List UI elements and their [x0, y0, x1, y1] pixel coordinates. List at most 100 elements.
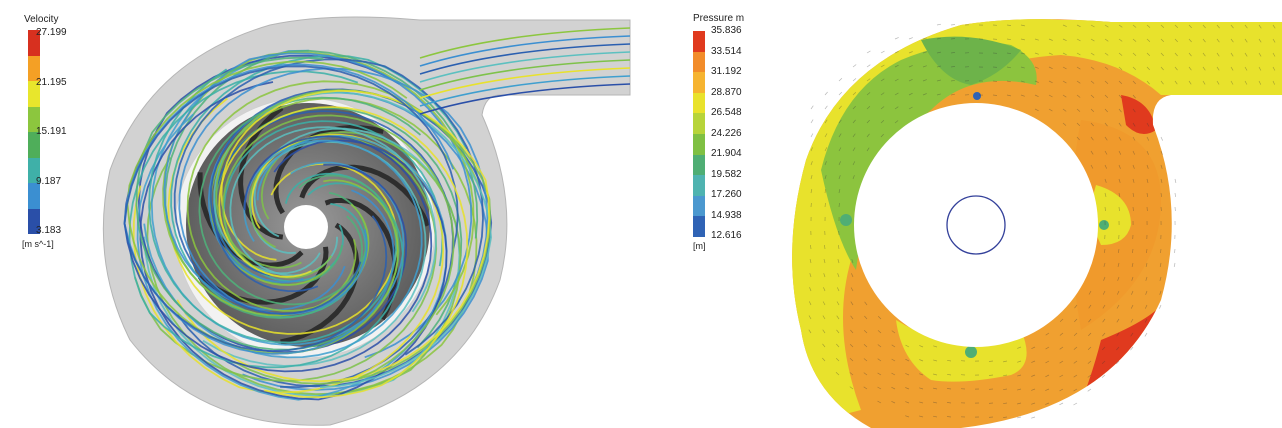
velocity-vector: [836, 329, 840, 334]
velocity-vector: [1132, 24, 1137, 28]
velocity-vector: [1117, 276, 1120, 281]
colorbar-tick-label: 21.195: [36, 76, 67, 88]
outlet-streamline: [419, 75, 631, 107]
velocity-vector: [1059, 332, 1064, 336]
velocity-vector: [936, 93, 941, 96]
velocity-vector: [1103, 276, 1106, 281]
colorbar-segment: [693, 31, 705, 52]
velocity-vector: [1034, 80, 1039, 83]
velocity-vector: [891, 344, 896, 348]
velocity-vector: [1104, 178, 1107, 183]
velocity-vector: [1145, 262, 1148, 267]
velocity-vector: [866, 147, 870, 152]
velocity-vector: [824, 244, 826, 250]
velocity-vector: [1045, 360, 1050, 364]
velocity-vector: [1087, 388, 1092, 392]
velocity-vector: [1146, 38, 1151, 42]
velocity-vector: [1116, 290, 1120, 295]
velocity-vector: [894, 120, 899, 124]
velocity-vector: [1216, 66, 1220, 71]
velocity-vector: [810, 175, 813, 180]
velocity-vector: [1017, 416, 1022, 419]
velocity-vector: [1118, 94, 1122, 99]
velocity-vector: [1230, 38, 1234, 43]
velocity-vector: [824, 147, 828, 152]
colorbar-tick-label: 17.260: [711, 189, 742, 200]
velocity-vector: [1076, 66, 1081, 70]
velocity-vector: [1132, 206, 1134, 212]
colorbar-segment: [28, 30, 40, 56]
velocity-vector: [824, 105, 828, 110]
velocity-vector: [1103, 248, 1106, 253]
velocity-vector: [1090, 66, 1095, 70]
velocity-vector: [1144, 304, 1148, 309]
velocity-vector: [1073, 402, 1078, 406]
velocity-vector: [933, 387, 938, 390]
streamline: [164, 49, 479, 319]
velocity-vector: [905, 358, 910, 362]
velocity-vector: [824, 175, 827, 180]
velocity-vector: [1062, 52, 1067, 56]
velocity-vector: [1272, 80, 1276, 85]
pressure-legend-unit: [m]: [693, 241, 706, 251]
velocity-vector: [1006, 66, 1011, 69]
velocity-vector: [1062, 108, 1067, 112]
velocity-vector: [1090, 122, 1094, 127]
velocity-vector: [1104, 94, 1109, 99]
velocity-vectors: [808, 23, 1276, 419]
velocity-vector: [1188, 24, 1192, 29]
velocity-vector: [1073, 346, 1078, 350]
colorbar-tick-label: 3.183: [36, 225, 62, 236]
velocity-vector: [1160, 66, 1164, 71]
velocity-vector: [950, 93, 955, 96]
velocity-vector: [808, 315, 812, 320]
velocity-vector: [863, 386, 868, 390]
velocity-vector: [1045, 346, 1050, 350]
velocity-vector: [1017, 360, 1022, 363]
velocity-vector: [824, 189, 827, 194]
velocity-vector: [822, 357, 826, 362]
velocity-vector: [866, 78, 871, 82]
velocity-vector: [919, 359, 924, 362]
velocity-vector: [1188, 38, 1192, 43]
velocity-vector: [851, 259, 854, 264]
velocity-vector: [1132, 80, 1136, 85]
velocity-vector: [835, 357, 840, 362]
velocity-vector: [822, 315, 826, 320]
velocity-vector: [864, 315, 868, 320]
velocity-vector: [933, 373, 938, 376]
velocity-vector: [922, 51, 927, 54]
velocity-vector: [849, 343, 854, 348]
velocity-vector: [809, 259, 812, 264]
velocity-vector: [1118, 108, 1122, 113]
velocity-vector: [1073, 374, 1078, 378]
velocity-vector: [822, 329, 826, 334]
velocity-vector: [1144, 318, 1148, 323]
outlet-streamline: [419, 27, 631, 59]
velocity-vector: [1048, 52, 1053, 55]
velocity-vector: [1020, 66, 1025, 69]
velocity-vector: [936, 65, 941, 68]
velocity-vector: [891, 330, 896, 334]
velocity-vector: [1216, 80, 1220, 85]
velocity-vector: [852, 64, 857, 68]
velocity-vector: [1174, 248, 1176, 254]
velocity-vector: [864, 301, 868, 306]
velocity-vector: [836, 301, 840, 306]
outlet-streamline: [419, 59, 631, 91]
colorbar-tick-label: 31.192: [711, 66, 742, 77]
velocity-vector: [1090, 52, 1095, 56]
velocity-vector: [1118, 136, 1122, 141]
velocity-vector: [933, 415, 938, 418]
colorbar-tick-label: 27.199: [36, 27, 67, 38]
velocity-vector: [1159, 290, 1162, 295]
velocity-vector: [1132, 108, 1136, 113]
velocity-vector: [1132, 178, 1135, 183]
velocity-vector: [1146, 66, 1150, 71]
velocity-vector: [908, 78, 913, 82]
streamline: [135, 56, 400, 351]
velocity-vector: [1118, 52, 1123, 56]
velocity-vector: [1160, 192, 1163, 197]
velocity-vector: [822, 301, 826, 306]
velocity-vector: [850, 329, 854, 334]
